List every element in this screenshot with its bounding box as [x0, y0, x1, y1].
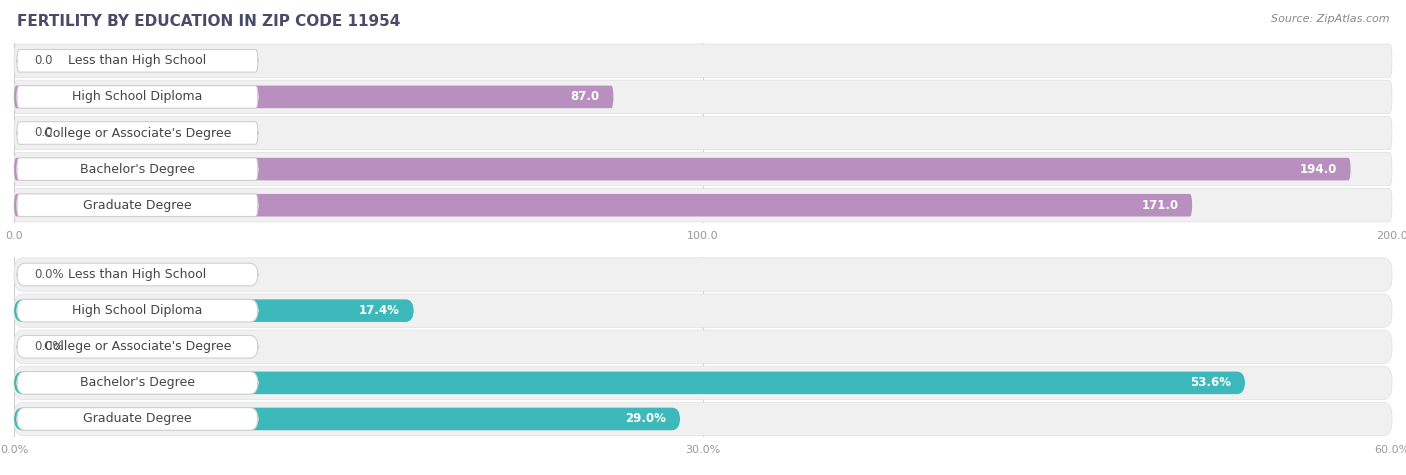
FancyBboxPatch shape: [14, 402, 1392, 436]
Text: 29.0%: 29.0%: [626, 412, 666, 426]
Text: 0.0: 0.0: [35, 126, 53, 140]
Text: 0.0: 0.0: [35, 54, 53, 67]
FancyBboxPatch shape: [17, 335, 259, 358]
FancyBboxPatch shape: [17, 158, 257, 180]
FancyBboxPatch shape: [14, 116, 1392, 150]
Text: 87.0: 87.0: [571, 90, 599, 104]
Text: 194.0: 194.0: [1299, 162, 1337, 176]
FancyBboxPatch shape: [14, 80, 1392, 114]
FancyBboxPatch shape: [14, 371, 1246, 394]
Text: Less than High School: Less than High School: [69, 268, 207, 281]
FancyBboxPatch shape: [14, 408, 681, 430]
FancyBboxPatch shape: [14, 294, 1392, 327]
FancyBboxPatch shape: [17, 263, 259, 286]
FancyBboxPatch shape: [14, 299, 413, 322]
Text: 171.0: 171.0: [1142, 199, 1178, 212]
FancyBboxPatch shape: [17, 371, 259, 394]
FancyBboxPatch shape: [17, 299, 259, 322]
Text: College or Associate's Degree: College or Associate's Degree: [44, 340, 231, 353]
Text: College or Associate's Degree: College or Associate's Degree: [44, 126, 231, 140]
Text: Graduate Degree: Graduate Degree: [83, 199, 191, 212]
FancyBboxPatch shape: [17, 408, 259, 430]
FancyBboxPatch shape: [14, 158, 1351, 180]
Text: High School Diploma: High School Diploma: [72, 304, 202, 317]
FancyBboxPatch shape: [14, 258, 1392, 291]
Text: Bachelor's Degree: Bachelor's Degree: [80, 376, 195, 390]
Text: 53.6%: 53.6%: [1191, 376, 1232, 390]
FancyBboxPatch shape: [14, 189, 1392, 222]
Text: High School Diploma: High School Diploma: [72, 90, 202, 104]
Text: Less than High School: Less than High School: [69, 54, 207, 67]
Text: 0.0%: 0.0%: [35, 268, 65, 281]
Text: 17.4%: 17.4%: [359, 304, 399, 317]
FancyBboxPatch shape: [17, 194, 257, 217]
FancyBboxPatch shape: [14, 86, 613, 108]
Text: FERTILITY BY EDUCATION IN ZIP CODE 11954: FERTILITY BY EDUCATION IN ZIP CODE 11954: [17, 14, 401, 29]
FancyBboxPatch shape: [14, 152, 1392, 186]
FancyBboxPatch shape: [17, 49, 257, 72]
Text: 0.0%: 0.0%: [35, 340, 65, 353]
Text: Bachelor's Degree: Bachelor's Degree: [80, 162, 195, 176]
FancyBboxPatch shape: [17, 86, 257, 108]
Text: Source: ZipAtlas.com: Source: ZipAtlas.com: [1271, 14, 1389, 24]
FancyBboxPatch shape: [14, 194, 1192, 217]
FancyBboxPatch shape: [14, 330, 1392, 363]
FancyBboxPatch shape: [14, 44, 1392, 77]
FancyBboxPatch shape: [14, 366, 1392, 399]
Text: Graduate Degree: Graduate Degree: [83, 412, 191, 426]
FancyBboxPatch shape: [17, 122, 257, 144]
